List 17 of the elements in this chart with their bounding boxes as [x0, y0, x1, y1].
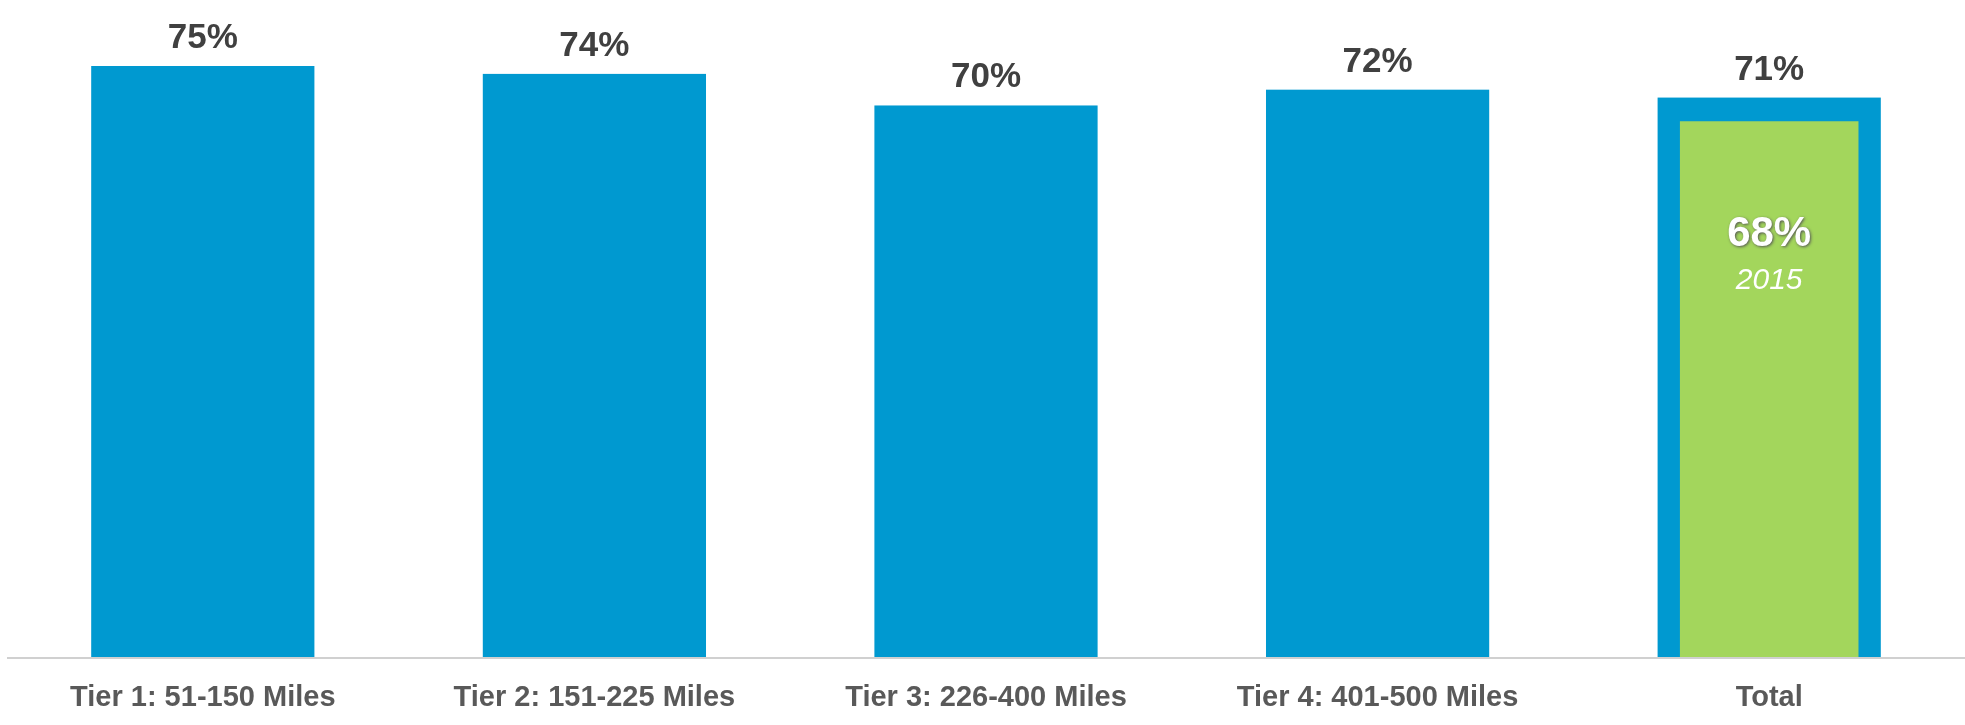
x-tick-label: Tier 2: 151-225 Miles	[453, 680, 736, 712]
x-tick-label: Total	[1735, 680, 1803, 712]
x-tick-label: Tier 4: 401-500 Miles	[1236, 680, 1519, 712]
data-label: 70%	[950, 55, 1022, 95]
bar	[1265, 89, 1490, 658]
bar	[482, 73, 707, 658]
series-label: 2015	[1734, 262, 1803, 296]
x-tick-label: Tier 3: 226-400 Miles	[845, 680, 1127, 712]
bar	[91, 66, 315, 658]
data-label: 75%	[167, 16, 238, 55]
data-label: 72%	[1342, 39, 1413, 79]
bar	[1679, 121, 1859, 658]
data-label: 71%	[1734, 47, 1805, 87]
data-label: 68%	[1727, 208, 1812, 256]
bar	[874, 105, 1098, 658]
x-tick-label: Tier 1: 51-150 Miles	[70, 680, 336, 712]
data-label: 74%	[559, 23, 630, 63]
